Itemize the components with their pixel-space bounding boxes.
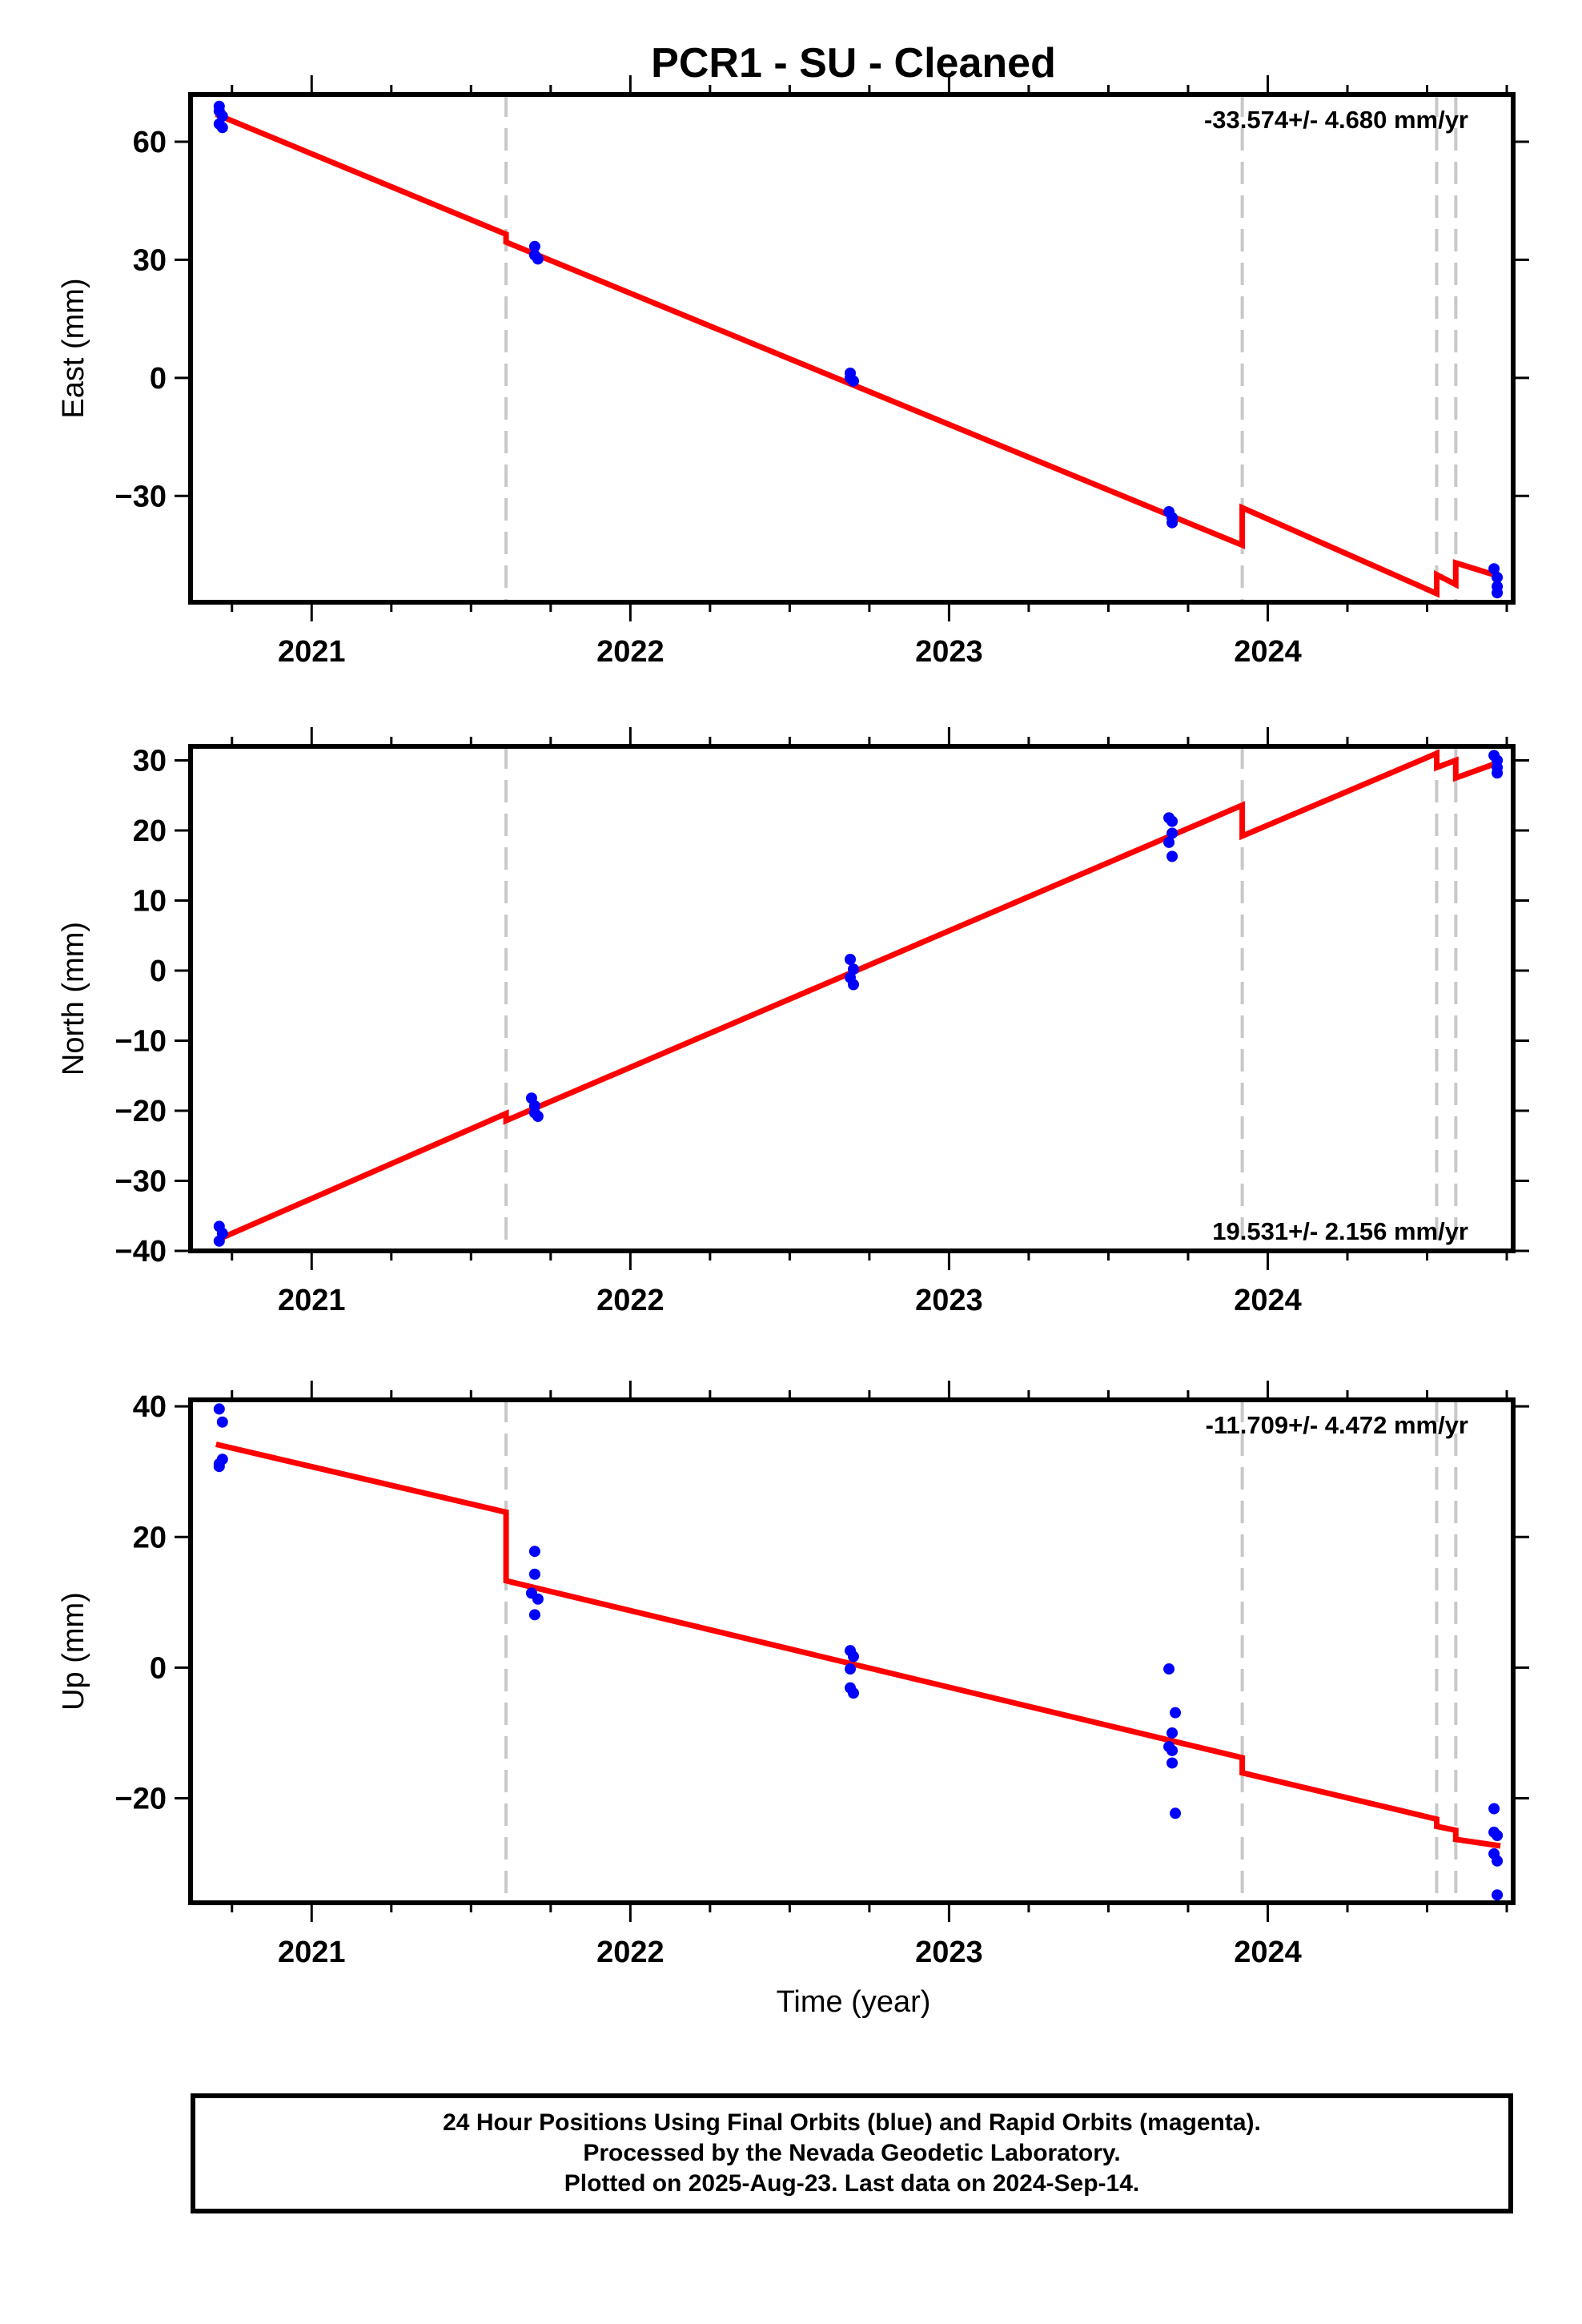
data-point — [1163, 836, 1175, 848]
y-tick-label: 10 — [133, 885, 167, 919]
data-point — [1166, 517, 1178, 529]
plot-frame — [188, 92, 1516, 605]
x-axis-label: Time (year) — [777, 1985, 931, 2019]
data-point — [216, 122, 228, 134]
data-point — [213, 1403, 225, 1415]
data-point — [847, 963, 859, 975]
plot-area — [213, 100, 1504, 599]
data-point — [845, 954, 857, 965]
data-point — [1492, 587, 1504, 599]
rate-annotation: -33.574+/- 4.680 mm/yr — [1204, 106, 1468, 134]
x-tick-label: 2023 — [915, 1284, 983, 1317]
x-tick-label: 2023 — [915, 1936, 983, 1969]
data-point — [532, 1593, 544, 1605]
data-point — [1492, 1829, 1504, 1841]
data-point — [1492, 1855, 1504, 1867]
y-tick-label: 0 — [150, 955, 167, 988]
y-axis-label: Up (mm) — [57, 1592, 90, 1711]
rate-annotation: 19.531+/- 2.156 mm/yr — [1212, 1217, 1468, 1245]
north-panel: 2021 2022 2023 2024 30 20 10 0 −10 −20 −30 −40 North… — [57, 727, 1529, 1317]
y-tick-label: −20 — [115, 1095, 167, 1128]
data-point — [213, 1235, 225, 1247]
y-tick-label: 60 — [133, 126, 167, 159]
data-point — [1492, 767, 1504, 779]
data-point — [1488, 563, 1500, 575]
data-point — [1163, 1663, 1175, 1675]
footer-line-plotted: Plotted on 2025-Aug-23. Last data on 202… — [564, 2170, 1140, 2197]
data-point — [1166, 850, 1178, 862]
plot-frame — [188, 744, 1516, 1253]
data-point — [847, 1651, 859, 1663]
model-fit-line — [215, 111, 1502, 598]
data-point — [1166, 1744, 1178, 1756]
y-tick-label: −40 — [115, 1235, 167, 1269]
x-tick-label: 2022 — [596, 635, 665, 669]
data-point — [1166, 815, 1178, 827]
data-point — [528, 240, 540, 252]
x-tick-label: 2021 — [278, 1284, 346, 1317]
y-tick-label: 30 — [133, 745, 167, 778]
figure-title: PCR1 - SU - Cleaned — [651, 40, 1056, 86]
rate-annotation: -11.709+/- 4.472 mm/yr — [1206, 1411, 1468, 1439]
x-tick-label: 2022 — [596, 1284, 665, 1317]
plot-area — [213, 749, 1504, 1247]
model-fit-line — [215, 749, 1502, 1244]
data-point — [1492, 1889, 1504, 1901]
y-tick-label: −10 — [115, 1025, 167, 1059]
x-tick-label: 2024 — [1234, 635, 1302, 669]
data-point — [528, 1609, 540, 1621]
data-point — [1488, 1803, 1500, 1815]
data-point — [216, 1416, 228, 1428]
y-tick-label: 40 — [133, 1390, 167, 1424]
data-point — [528, 1546, 540, 1558]
x-tick-label: 2021 — [278, 635, 346, 669]
x-tick-label: 2022 — [596, 1936, 665, 1969]
data-point — [1166, 1757, 1178, 1769]
data-point — [1492, 572, 1504, 584]
y-axis-label: North (mm) — [57, 922, 90, 1076]
x-tick-label: 2024 — [1234, 1284, 1302, 1317]
y-tick-label: 0 — [150, 362, 167, 396]
y-axis-label: East (mm) — [57, 278, 90, 418]
data-point — [845, 1663, 857, 1675]
data-point — [532, 253, 544, 265]
plot-area — [213, 1403, 1504, 1901]
footer-info-box: 24 Hour Positions Using Final Orbits (bl… — [191, 2093, 1513, 2213]
data-point — [847, 979, 859, 991]
data-point — [1166, 827, 1178, 839]
footer-line-orbits: 24 Hour Positions Using Final Orbits (bl… — [443, 2109, 1261, 2136]
y-tick-label: 0 — [150, 1651, 167, 1685]
x-tick-label: 2023 — [915, 635, 983, 669]
x-tick-label: 2024 — [1234, 1936, 1302, 1969]
footer-line-processed: Processed by the Nevada Geodetic Laborat… — [583, 2140, 1121, 2166]
y-tick-label: 30 — [133, 243, 167, 277]
y-tick-label: −30 — [115, 480, 167, 513]
data-point — [1170, 1807, 1182, 1819]
data-point — [1170, 1707, 1182, 1719]
data-point — [528, 1568, 540, 1580]
east-panel: 2021 2022 2023 2024 60 30 0 −30 East (mm) -33.574… — [57, 75, 1529, 669]
up-panel: 2021 2022 2023 2024 40 20 0 −20 Up (mm) -11.709+/… — [57, 1381, 1529, 1969]
y-tick-label: 20 — [133, 1521, 167, 1554]
y-tick-label: −30 — [115, 1165, 167, 1199]
data-point — [1166, 1727, 1178, 1739]
y-tick-label: 20 — [133, 814, 167, 848]
data-point — [847, 1687, 859, 1699]
data-point — [213, 1461, 225, 1473]
data-point — [847, 375, 859, 387]
x-tick-label: 2021 — [278, 1936, 346, 1969]
data-point — [532, 1111, 544, 1122]
model-fit-line — [215, 1441, 1501, 1849]
plot-frame — [188, 1397, 1516, 1905]
y-tick-label: −20 — [115, 1783, 167, 1816]
